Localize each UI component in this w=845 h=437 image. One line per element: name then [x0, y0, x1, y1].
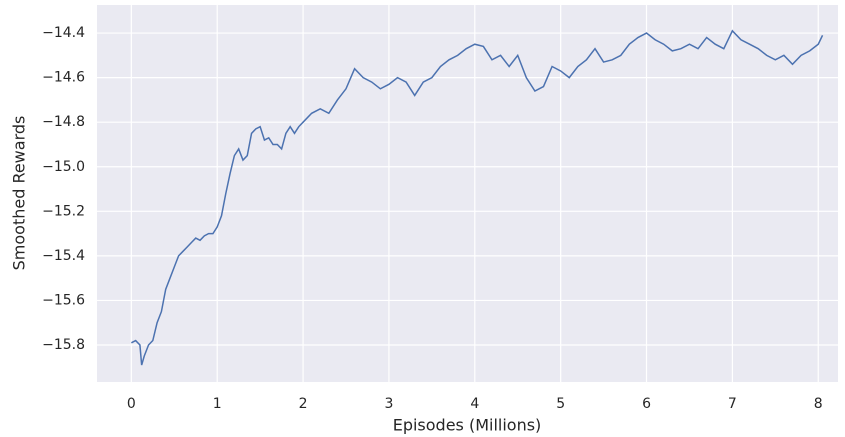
x-tick-label: 2	[299, 396, 308, 412]
line-series	[131, 29, 824, 366]
x-tick-label: 6	[642, 396, 651, 412]
y-tick-label: −15.8	[42, 337, 85, 353]
x-tick-label: 0	[127, 396, 136, 412]
y-axis-label: Smoothed Rewards	[10, 116, 29, 271]
x-tick-label: 8	[814, 396, 823, 412]
y-tick-label: −14.8	[42, 114, 85, 130]
x-tick-label: 4	[470, 396, 479, 412]
x-tick-label: 3	[384, 396, 393, 412]
y-tick-label: −15.2	[42, 203, 85, 219]
y-tick-label: −15.4	[42, 248, 85, 264]
y-tick-label: −15.0	[42, 159, 85, 175]
y-tick-label: −14.4	[42, 25, 85, 41]
y-tick-label: −14.6	[42, 70, 85, 86]
x-tick-label: 5	[556, 396, 565, 412]
x-tick-label: 1	[213, 396, 222, 412]
x-tick-label: 7	[728, 396, 737, 412]
plot-area	[97, 5, 838, 382]
x-axis-label: Episodes (Millions)	[393, 416, 542, 435]
y-tick-label: −15.6	[42, 292, 85, 308]
